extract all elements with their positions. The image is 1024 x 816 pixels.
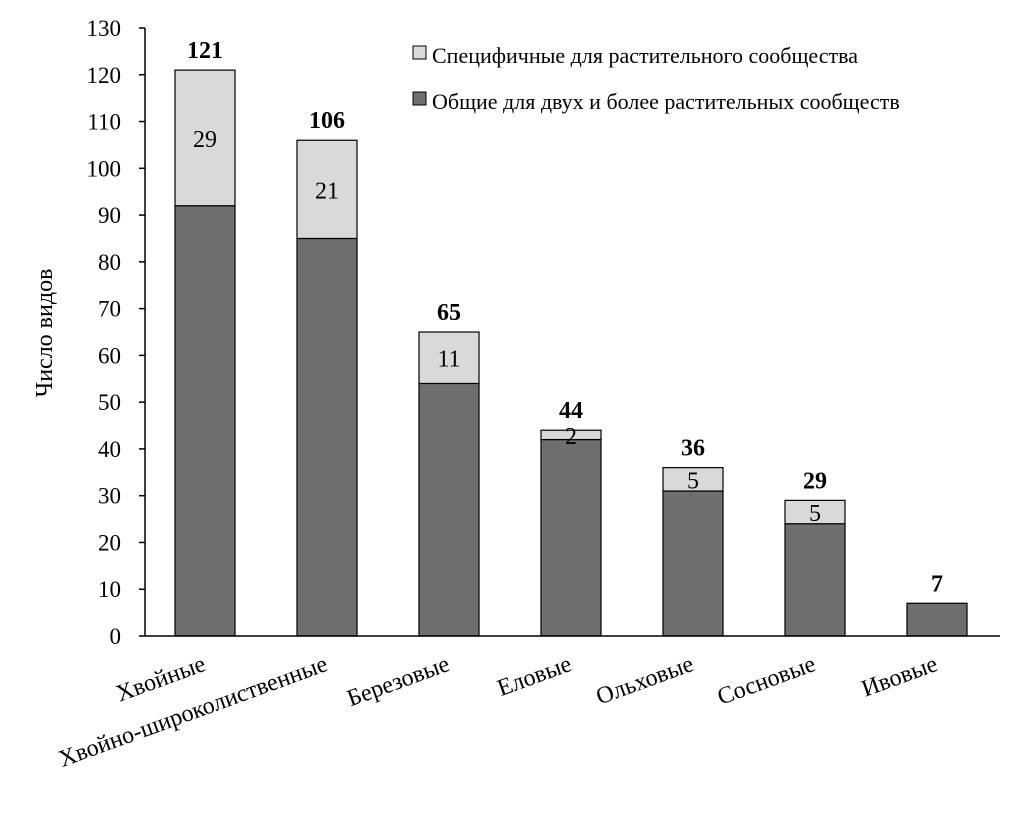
- bar-total-label: 7: [931, 571, 943, 597]
- legend-swatch-common: [412, 91, 427, 106]
- bar-specific: [540, 429, 602, 441]
- bar-total-label: 65: [437, 300, 461, 326]
- bars: 29 121 21 106 11 65 244 5 36 5 29 7: [174, 38, 968, 637]
- x-category-label: Сосновые: [714, 651, 819, 710]
- segment-value-label: 5: [809, 501, 821, 527]
- bar-specific: [174, 69, 236, 207]
- bar-common: [906, 602, 968, 637]
- bar-total-label: 44: [559, 398, 583, 424]
- segment-value-label: 21: [315, 178, 339, 204]
- segment-value-label: 5: [687, 468, 699, 494]
- legend-label-common: Общие для двух и более растительных сооб…: [432, 89, 900, 114]
- bar-total-label: 29: [803, 468, 827, 494]
- y-tick-label: 70: [98, 297, 121, 322]
- bar-total-label: 121: [187, 38, 223, 64]
- x-category-label: Еловые: [494, 651, 575, 702]
- segment-value-label: 2: [565, 424, 577, 450]
- y-tick-label: 100: [87, 156, 122, 181]
- y-tick-label: 10: [98, 577, 121, 602]
- legend: Специфичные для растительного сообщества…: [412, 43, 900, 114]
- bar-common: [296, 237, 358, 637]
- bar-total-label: 36: [681, 436, 705, 462]
- bar-specific: [662, 467, 724, 492]
- x-category-label: Ольховые: [593, 651, 697, 710]
- segment-value-label: 11: [437, 347, 460, 373]
- bar-common: [174, 205, 236, 637]
- x-category-label: Ивовые: [858, 651, 941, 702]
- y-tick-label: 90: [98, 203, 121, 228]
- y-tick-label: 110: [87, 110, 121, 135]
- x-category-label: Березовые: [344, 651, 453, 712]
- y-tick-label: 130: [87, 16, 122, 41]
- legend-swatch-specific: [412, 45, 427, 60]
- y-tick-label: 40: [98, 437, 121, 462]
- bar-common: [784, 523, 846, 637]
- segment-value-label: 29: [193, 127, 217, 153]
- y-axis-title: Число видов: [32, 269, 58, 398]
- y-tick-label: 120: [87, 63, 122, 88]
- y-tick-label: 30: [98, 484, 121, 509]
- bar-specific: [784, 499, 846, 525]
- y-tick-label: 50: [98, 390, 121, 415]
- bar-specific: [296, 139, 358, 240]
- y-tick-label: 60: [98, 343, 121, 368]
- y-tick-label: 80: [98, 250, 121, 275]
- bar-common: [662, 490, 724, 637]
- bar-common: [540, 438, 602, 637]
- legend-label-specific: Специфичные для растительного сообщества: [432, 43, 858, 68]
- bar-common: [418, 382, 480, 637]
- y-tick-label: 0: [110, 624, 122, 649]
- y-axis: 0 10 20 30 40 50 60 70 80 90 100 110 120 130: [87, 16, 146, 649]
- y-tick-label: 20: [98, 530, 121, 555]
- bar-total-label: 106: [309, 108, 345, 134]
- bar-specific: [418, 331, 480, 385]
